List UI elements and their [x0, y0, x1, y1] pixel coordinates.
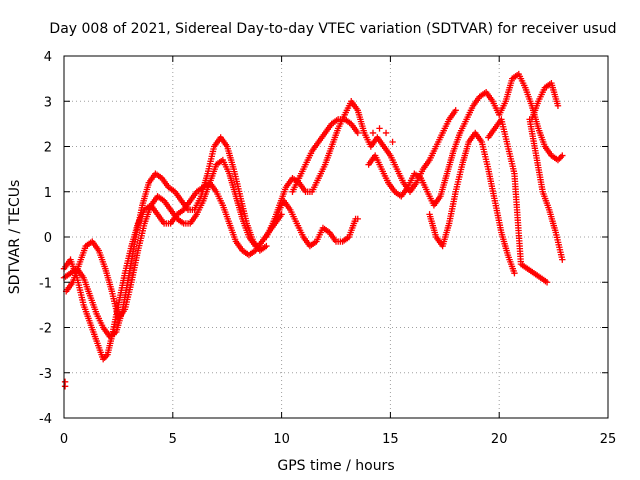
data-point — [369, 129, 377, 137]
series-satellite-track-C — [62, 156, 259, 322]
data-marks — [60, 70, 566, 390]
y-axis: -4 -3 -2 -1 0 1 2 3 4 — [39, 50, 608, 427]
chart-title: Day 008 of 2021, Sidereal Day-to-day VTE… — [49, 21, 616, 37]
data-point — [252, 242, 259, 250]
y-tick-label: -3 — [39, 367, 52, 382]
data-point — [263, 242, 270, 250]
series-satellite-track-H — [426, 129, 518, 277]
data-point — [452, 107, 459, 114]
y-tick-label: 4 — [44, 50, 52, 65]
y-tick-label: 1 — [44, 186, 52, 201]
series-satellite-track-A — [60, 179, 285, 363]
x-tick-label: 5 — [169, 432, 177, 447]
x-tick-label: 15 — [382, 432, 399, 447]
y-tick-label: 2 — [44, 141, 52, 156]
data-point — [559, 152, 566, 159]
grid — [64, 56, 608, 418]
series-isolated-points — [61, 125, 396, 390]
data-point — [354, 129, 361, 137]
data-point — [382, 129, 390, 137]
y-tick-label: -4 — [39, 412, 52, 427]
y-axis-label: SDTVAR / TECUs — [7, 180, 23, 295]
series-satellite-track-E — [267, 197, 359, 250]
series-satellite-track-G — [365, 70, 566, 209]
x-axis-label: GPS time / hours — [277, 458, 394, 474]
data-point — [389, 138, 396, 146]
x-tick-label: 20 — [491, 432, 508, 447]
x-axis: 0 5 10 15 20 25 — [60, 56, 616, 447]
data-point — [376, 125, 383, 132]
data-point — [556, 155, 563, 162]
x-tick-label: 25 — [600, 432, 617, 447]
series-satellite-track-J — [526, 116, 566, 263]
y-tick-label: 3 — [44, 95, 52, 110]
data-point — [61, 383, 69, 390]
series-satellite-track-D — [263, 98, 459, 241]
y-tick-label: -2 — [39, 322, 52, 337]
x-tick-label: 10 — [273, 432, 290, 447]
data-point — [354, 215, 361, 223]
data-point — [543, 279, 551, 286]
data-point — [554, 102, 562, 109]
y-tick-label: 0 — [44, 231, 52, 246]
series-satellite-track-K — [528, 79, 562, 123]
series-satellite-track-F — [289, 116, 361, 195]
series-satellite-track-I — [485, 116, 551, 286]
data-point — [559, 256, 566, 263]
y-tick-label: -1 — [39, 276, 52, 291]
data-point — [511, 270, 518, 277]
x-tick-label: 0 — [60, 432, 68, 447]
